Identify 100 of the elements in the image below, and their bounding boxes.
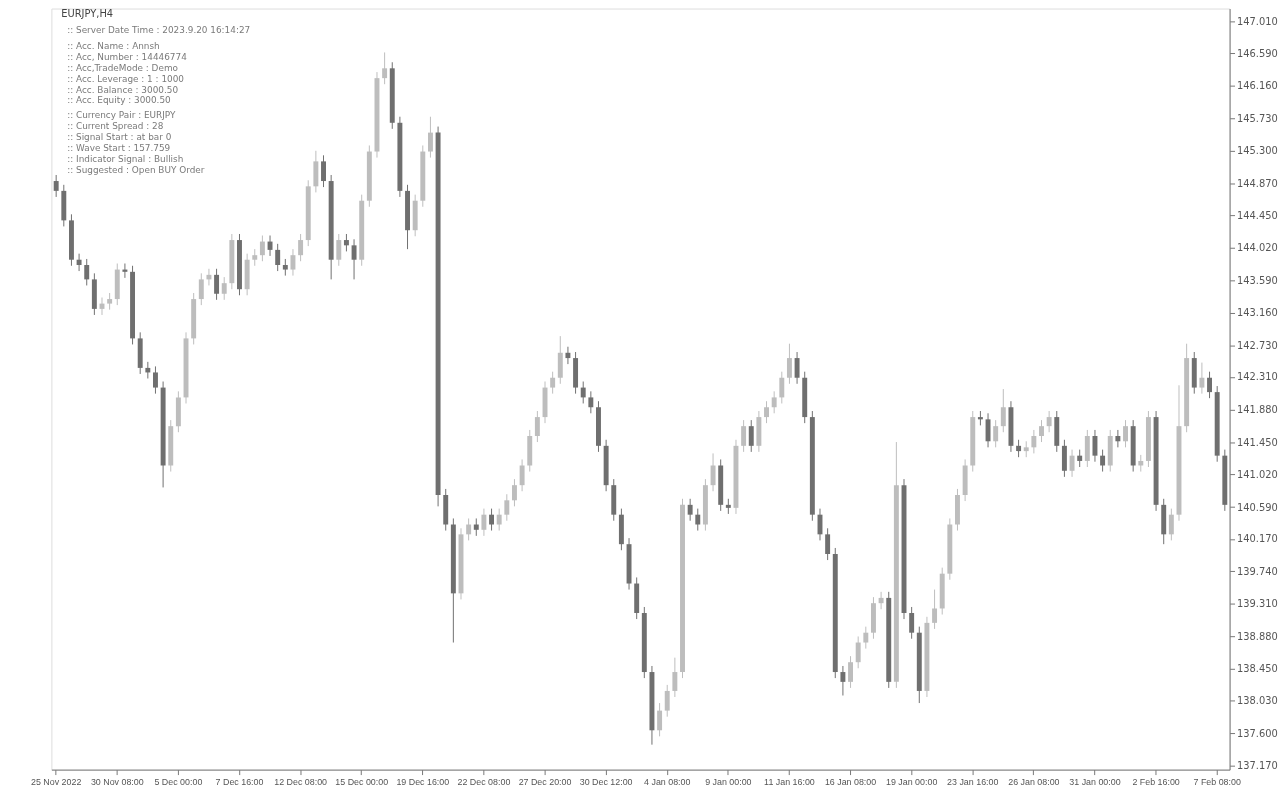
candlestick bbox=[878, 591, 884, 610]
y-tick-label: 141.880 bbox=[1237, 403, 1278, 415]
x-tick-label: 16 Jan 08:00 bbox=[824, 776, 877, 787]
candlestick bbox=[764, 400, 769, 424]
annotation: :: Wave Start : 157.759 bbox=[67, 142, 171, 153]
x-tick-label: 12 Dec 08:00 bbox=[274, 776, 328, 787]
annotation: :: Acc, Number : 14446774 bbox=[67, 51, 188, 62]
x-tick-label: 4 Jan 08:00 bbox=[644, 776, 691, 787]
candlestick bbox=[855, 635, 861, 669]
candlestick bbox=[664, 684, 670, 718]
candlestick bbox=[825, 527, 831, 561]
x-tick-label: 7 Feb 08:00 bbox=[1193, 776, 1241, 787]
y-tick-label: 139.740 bbox=[1237, 565, 1278, 577]
annotation: :: Acc. Balance : 3000.50 bbox=[67, 84, 179, 95]
candlestick bbox=[267, 235, 273, 257]
y-tick-label: 144.020 bbox=[1237, 242, 1278, 254]
chart-title: EURJPY,H4 bbox=[61, 8, 114, 20]
y-tick-label: 138.880 bbox=[1237, 630, 1278, 642]
candlestick bbox=[695, 508, 701, 532]
x-tick-label: 23 Jan 16:00 bbox=[947, 776, 999, 787]
candlestick bbox=[786, 343, 792, 385]
annotation: :: Signal Start : at bar 0 bbox=[67, 132, 172, 143]
x-tick-label: 22 Dec 08:00 bbox=[457, 776, 511, 787]
candlestick bbox=[1046, 410, 1052, 433]
y-tick-label: 147.010 bbox=[1237, 15, 1278, 27]
candlestick bbox=[153, 365, 158, 395]
x-tick-label: 2 Feb 16:00 bbox=[1132, 776, 1180, 787]
annotation: :: Indicator Signal : Bullish bbox=[67, 153, 184, 164]
candlestick bbox=[580, 381, 586, 404]
candlestick bbox=[741, 419, 747, 453]
candlestick bbox=[748, 419, 754, 453]
candlestick bbox=[1123, 419, 1128, 448]
y-tick-label: 141.020 bbox=[1237, 469, 1278, 481]
annotation: :: Acc,TradeMode : Demo bbox=[67, 62, 178, 73]
y-tick-label: 139.310 bbox=[1237, 598, 1278, 610]
x-tick-label: 31 Jan 00:00 bbox=[1069, 776, 1121, 787]
candlestick bbox=[214, 268, 220, 301]
y-tick-label: 140.170 bbox=[1237, 533, 1278, 545]
y-tick-label: 146.160 bbox=[1237, 80, 1278, 92]
y-tick-label: 142.730 bbox=[1237, 339, 1278, 351]
candlestick bbox=[840, 665, 846, 696]
candlestick bbox=[1039, 419, 1044, 443]
candlestick bbox=[427, 116, 433, 159]
x-tick-label: 19 Dec 16:00 bbox=[396, 776, 450, 787]
candlestick bbox=[672, 657, 678, 698]
candlestick bbox=[588, 390, 594, 414]
candlestick bbox=[1100, 449, 1106, 473]
annotation: :: Acc. Leverage : 1 : 1000 bbox=[67, 73, 185, 84]
candlestick bbox=[259, 235, 265, 262]
candlestick bbox=[275, 243, 281, 272]
x-tick-label: 9 Jan 00:00 bbox=[705, 776, 752, 787]
candlestick bbox=[1069, 449, 1075, 478]
x-tick-label: 30 Dec 12:00 bbox=[579, 776, 633, 787]
candlestick bbox=[565, 346, 571, 365]
candlestick bbox=[1031, 429, 1037, 454]
y-tick-label: 137.600 bbox=[1237, 727, 1278, 739]
candlestick bbox=[206, 268, 212, 286]
y-tick-label: 145.300 bbox=[1237, 145, 1278, 157]
candlestick bbox=[76, 253, 82, 272]
candlestick bbox=[779, 371, 785, 404]
annotation: :: Acc. Name : Annsh bbox=[67, 41, 160, 52]
y-tick-label: 144.870 bbox=[1237, 177, 1278, 189]
y-tick-label: 138.030 bbox=[1237, 695, 1278, 707]
x-tick-label: 5 Dec 00:00 bbox=[154, 776, 203, 787]
candlestick bbox=[932, 589, 938, 630]
candlestick bbox=[84, 258, 90, 286]
candlestick bbox=[550, 371, 556, 395]
candlestick bbox=[504, 493, 510, 522]
x-tick-label: 25 Nov 2022 bbox=[31, 776, 82, 787]
candlestick bbox=[382, 51, 388, 85]
candlestick bbox=[466, 517, 472, 541]
annotation: :: Server Date Time : 2023.9.20 16:14:27 bbox=[67, 25, 251, 36]
x-tick-label: 11 Jan 16:00 bbox=[764, 776, 815, 787]
candlestick bbox=[848, 655, 854, 689]
y-tick-label: 138.450 bbox=[1237, 663, 1278, 675]
x-tick-label: 30 Nov 08:00 bbox=[90, 776, 144, 787]
candlestick bbox=[336, 233, 342, 267]
y-tick-label: 143.160 bbox=[1237, 307, 1278, 319]
annotation: :: Current Spread : 28 bbox=[67, 121, 164, 132]
candlestick bbox=[198, 272, 204, 306]
annotation: :: Suggested : Open BUY Order bbox=[67, 164, 205, 175]
candlestick bbox=[1092, 429, 1098, 463]
candlestick bbox=[489, 508, 495, 532]
x-tick-label: 27 Dec 20:00 bbox=[518, 776, 572, 787]
y-tick-label: 140.590 bbox=[1237, 501, 1278, 513]
candlestick bbox=[1000, 388, 1006, 433]
candlestick bbox=[794, 351, 800, 385]
x-tick-label: 26 Jan 08:00 bbox=[1008, 776, 1060, 787]
candlestick bbox=[122, 263, 128, 279]
y-tick-label: 145.730 bbox=[1237, 112, 1278, 124]
candlestick bbox=[519, 458, 525, 492]
annotation: :: Currency Pair : EURJPY bbox=[67, 110, 176, 121]
annotation: :: Acc. Equity : 3000.50 bbox=[67, 95, 172, 106]
candlestick bbox=[53, 174, 59, 198]
candlestick bbox=[481, 508, 487, 537]
x-tick-label: 7 Dec 16:00 bbox=[215, 776, 264, 787]
y-tick-label: 146.590 bbox=[1237, 47, 1278, 59]
y-tick-label: 143.590 bbox=[1237, 274, 1278, 286]
candlestick bbox=[1207, 371, 1213, 399]
candlestick bbox=[863, 626, 869, 650]
